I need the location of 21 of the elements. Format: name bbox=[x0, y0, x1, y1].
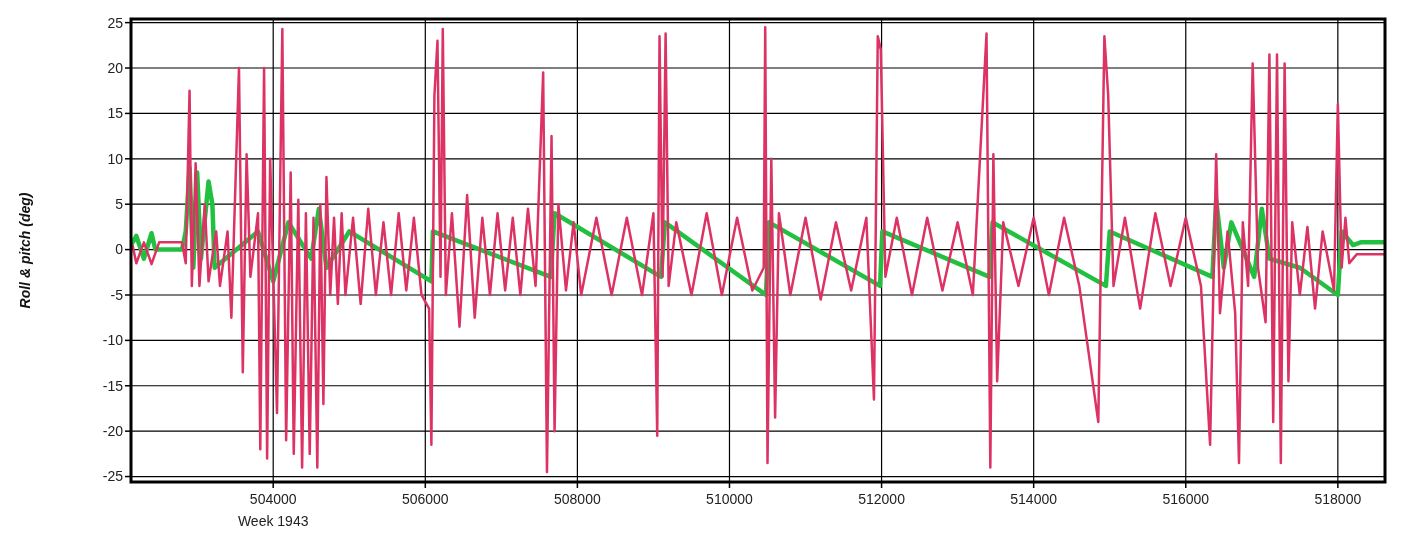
x-tick-label: 518000 bbox=[1314, 491, 1362, 507]
y-tick-label: -20 bbox=[102, 423, 124, 440]
x-tick-label: 512000 bbox=[858, 491, 906, 507]
y-tick-label: 10 bbox=[107, 150, 124, 167]
y-tick-label: 20 bbox=[107, 59, 124, 76]
x-tick-label: 514000 bbox=[1010, 491, 1058, 507]
y-tick-label: 25 bbox=[107, 14, 124, 31]
y-tick-label: -10 bbox=[102, 332, 124, 349]
x-tick-label: 508000 bbox=[554, 491, 601, 507]
y-tick-label: 0 bbox=[115, 241, 124, 258]
x-tick-label: 504000 bbox=[249, 491, 297, 507]
y-tick-label: -25 bbox=[102, 468, 124, 485]
y-tick-label: -5 bbox=[110, 286, 124, 303]
y-tick-label: 15 bbox=[107, 105, 124, 122]
x-tick-label: 510000 bbox=[706, 491, 754, 507]
x-axis-title: Week 1943 bbox=[237, 513, 309, 529]
y-tick-label: -15 bbox=[102, 377, 124, 394]
x-tick-label: 506000 bbox=[401, 491, 449, 507]
x-tick-label: 516000 bbox=[1162, 491, 1210, 507]
y-axis-title: Roll & pitch (deg) bbox=[17, 192, 33, 309]
y-tick-label: 5 bbox=[115, 196, 124, 213]
